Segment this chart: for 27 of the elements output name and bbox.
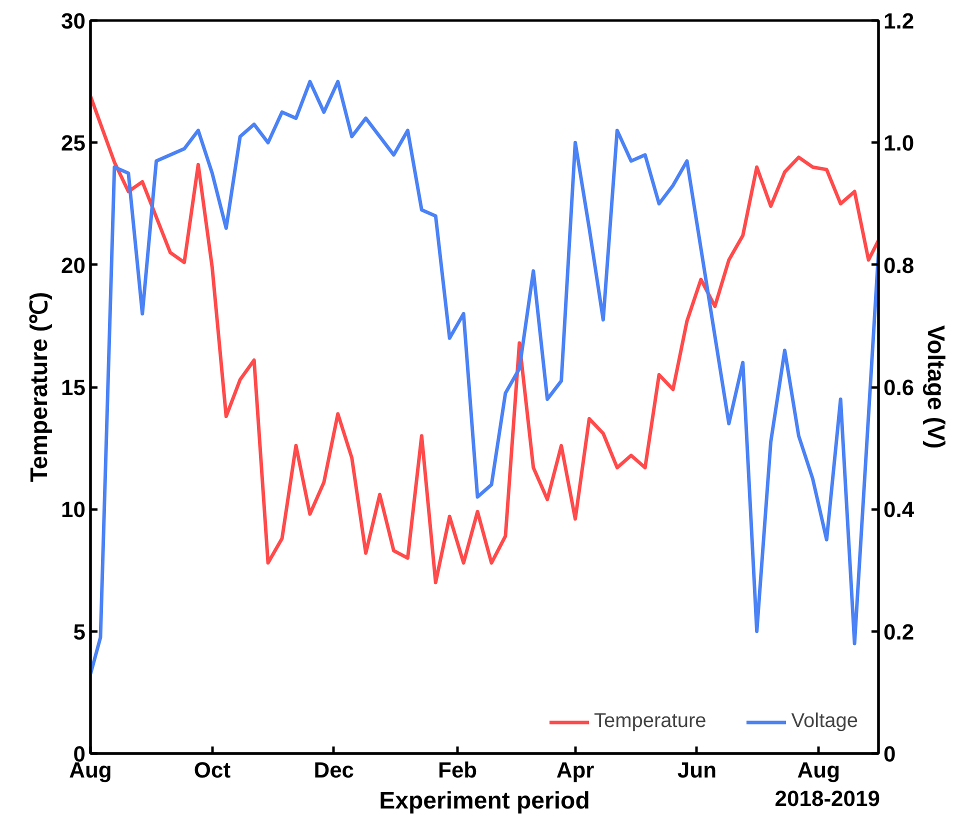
x-tick-label: Oct (194, 758, 232, 782)
y-tick-label: 25 (61, 130, 86, 156)
legend-label: Voltage (791, 710, 858, 733)
text: 2018-2019 (774, 785, 880, 813)
y-tick-label: 15 (61, 375, 86, 400)
y2-tick-label: 0.6 (884, 375, 914, 400)
y2-tick-label: 0.8 (884, 252, 914, 278)
line-series (90, 80, 878, 676)
y-tick-label: 5 (73, 619, 86, 644)
y2-axis-title: Voltage (V) (922, 325, 950, 449)
legend-label: Temperature (594, 710, 706, 733)
line-series (90, 94, 878, 584)
x-tick-label: Dec (314, 758, 354, 782)
x-axis-title: Experiment period (379, 788, 590, 814)
y2-tick-label: 1.0 (884, 130, 914, 156)
y-tick-label: 20 (61, 252, 86, 278)
y-tick-label: 30 (61, 8, 86, 34)
y-tick-label: 10 (61, 497, 86, 522)
y2-tick-label: 0.2 (884, 619, 914, 644)
x-tick-label: Apr (556, 758, 595, 782)
y2-tick-label: 0.4 (884, 497, 915, 522)
x-tick-label: Feb (438, 758, 478, 782)
y2-tick-label: 0 (884, 742, 896, 766)
y-axis-title: Temperature (℃) (26, 292, 54, 482)
x-tick-label: Jun (677, 758, 717, 782)
x-tick-label: Aug (797, 758, 840, 782)
y2-tick-label: 1.2 (884, 8, 914, 34)
